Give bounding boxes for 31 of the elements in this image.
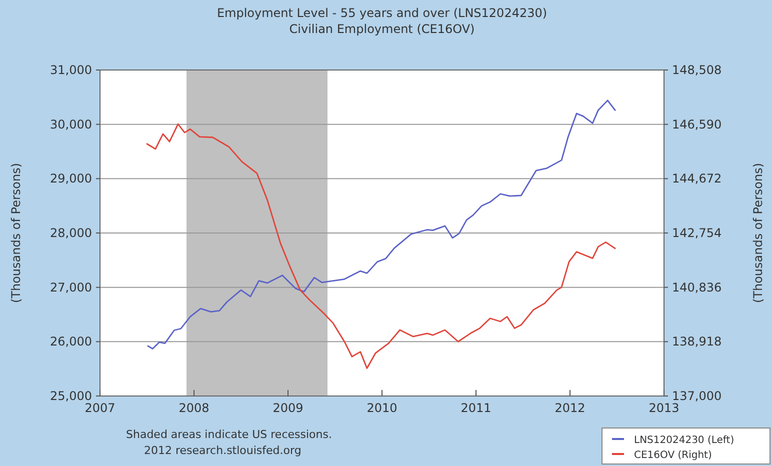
y2-tick-label: 137,000 <box>672 389 722 403</box>
y2-tick-label: 142,754 <box>672 226 722 240</box>
y2-tick-label: 146,590 <box>672 117 722 132</box>
x-tick-label: 2009 <box>272 401 304 415</box>
text: Shaded areas indicate US recessions. <box>126 428 332 441</box>
y2-tick-label: 148,508 <box>672 63 722 77</box>
y-tick-label: 29,000 <box>50 172 92 186</box>
y-tick-label: 25,000 <box>50 389 92 403</box>
y-tick-label: 31,000 <box>50 63 92 77</box>
y-tick-label: 30,000 <box>50 117 92 132</box>
chart-subtitle: Civilian Employment (CE16OV) <box>289 22 475 36</box>
line-series <box>147 100 616 350</box>
chart-title: Employment Level - 55 years and over (LNS12024230) <box>216 6 548 20</box>
y2-tick-label: 140,836 <box>672 280 722 294</box>
x-tick-label: 2013 <box>648 401 680 415</box>
legend-label: CE16OV (Right) <box>634 450 712 461</box>
y2-axis-title: (Thousands of Persons) <box>751 162 765 304</box>
text: 2012 research.stlouisfed.org <box>144 444 302 457</box>
y2-tick-label: 144,672 <box>672 172 722 186</box>
y-tick-label: 26,000 <box>50 334 92 349</box>
x-tick-label: 2011 <box>460 401 492 415</box>
x-tick-label: 2010 <box>366 401 398 415</box>
legend-label: LNS12024230 (Left) <box>634 435 734 446</box>
x-tick-label: 2012 <box>554 401 586 415</box>
y-axis-title: (Thousands of Persons) <box>9 162 23 304</box>
y-tick-label: 27,000 <box>50 280 92 294</box>
y2-tick-label: 138,918 <box>672 334 722 349</box>
y-tick-label: 28,000 <box>50 226 92 240</box>
x-tick-label: 2008 <box>178 401 210 415</box>
x-tick-label: 2007 <box>84 401 116 415</box>
line-series <box>146 123 616 369</box>
